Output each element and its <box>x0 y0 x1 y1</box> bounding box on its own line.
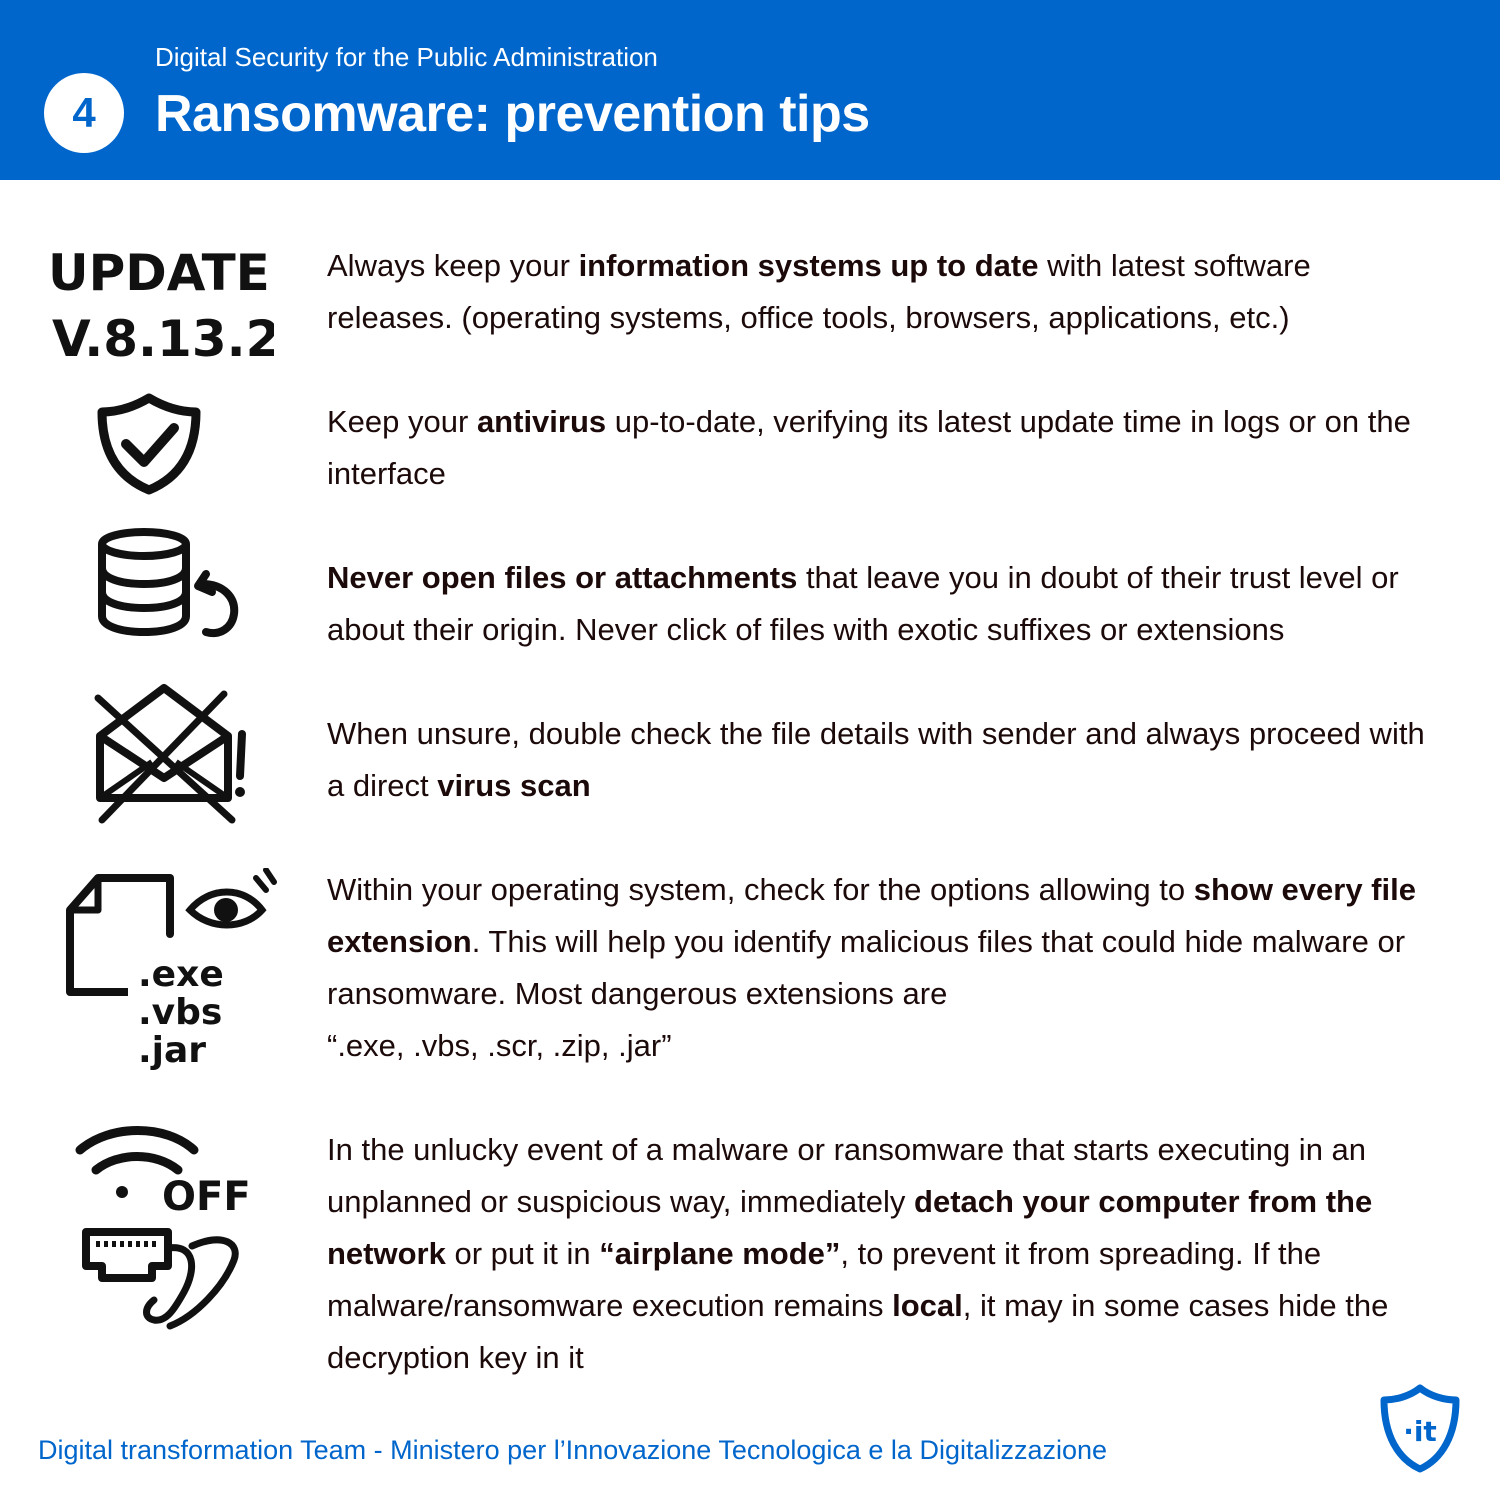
icon-text-jar: .jar <box>138 1030 206 1071</box>
icon-text-version: V.8.13.2 <box>52 310 274 368</box>
footer-credit: Digital transformation Team - Ministero … <box>38 1435 1108 1465</box>
update-version-icon: UPDATE V.8.13.2 <box>44 240 280 375</box>
tip-text-network: In the unlucky event of a malware or ran… <box>327 1124 1432 1384</box>
tip-segment: , to prevent it from spreading. If the m… <box>327 1236 1322 1323</box>
icon-text-off: OFF <box>162 1174 251 1220</box>
tip-emphasis: virus scan <box>437 768 591 803</box>
crossed-envelope-warning-icon <box>92 680 252 831</box>
tip-emphasis: show every file extension <box>327 872 1416 959</box>
tip-segment: or put it in <box>445 1236 600 1271</box>
icon-text-update: UPDATE <box>48 244 270 302</box>
tip-segment: Within your operating system, check for … <box>327 872 1194 907</box>
tip-segment: . This will help you identify malicious … <box>327 924 1406 1011</box>
tip-segment: “.exe, .vbs, .scr, .zip, .jar” <box>327 1028 672 1063</box>
tip-text-file-extensions: Within your operating system, check for … <box>327 864 1432 1072</box>
section-number-badge: 4 <box>44 73 124 153</box>
tip-segment: Keep your <box>327 404 477 439</box>
tip-emphasis: local <box>892 1288 963 1323</box>
file-extension-eye-icon: .exe .vbs .jar <box>62 867 277 1088</box>
header-subtitle: Digital Security for the Public Administ… <box>155 42 658 72</box>
tip-segment: When unsure, double check the file detai… <box>327 716 1425 803</box>
italy-shield-logo-icon: ·it <box>1378 1383 1462 1480</box>
tip-text-virus-scan: When unsure, double check the file detai… <box>327 708 1432 812</box>
tip-emphasis: antivirus <box>476 404 607 439</box>
wifi-off-ethernet-icon: OFF <box>74 1120 264 1335</box>
tip-emphasis: detach your computer from the network <box>327 1184 1373 1271</box>
tip-segment: up-to-date, verifying its latest update … <box>327 404 1411 491</box>
tip-segment: with latest software releases. (operatin… <box>327 248 1311 335</box>
header-bar: 4 Digital Security for the Public Admini… <box>0 0 1500 180</box>
tip-emphasis: “airplane mode” <box>599 1236 841 1271</box>
tip-text-antivirus: Keep your antivirus up-to-date, verifyin… <box>327 396 1432 500</box>
shield-check-icon <box>94 392 204 501</box>
tip-text-attachments: Never open files or attachments that lea… <box>327 552 1432 656</box>
tip-emphasis: information systems up to date <box>578 248 1039 283</box>
tip-segment: In the unlucky event of a malware or ran… <box>327 1132 1367 1219</box>
tip-segment: that leave you in doubt of their trust l… <box>327 560 1399 647</box>
icon-text-exe: .exe <box>138 954 224 995</box>
tip-segment: Always keep your <box>327 248 579 283</box>
page-title: Ransomware: prevention tips <box>155 85 870 143</box>
tip-segment: , it may in some cases hide the decrypti… <box>327 1288 1389 1375</box>
icon-text-vbs: .vbs <box>138 992 222 1033</box>
database-restore-icon <box>96 528 241 648</box>
logo-text: ·it <box>1403 1415 1437 1448</box>
tip-text-update: Always keep your information systems up … <box>327 240 1432 344</box>
tip-emphasis: Never open files or attachments <box>327 560 798 595</box>
